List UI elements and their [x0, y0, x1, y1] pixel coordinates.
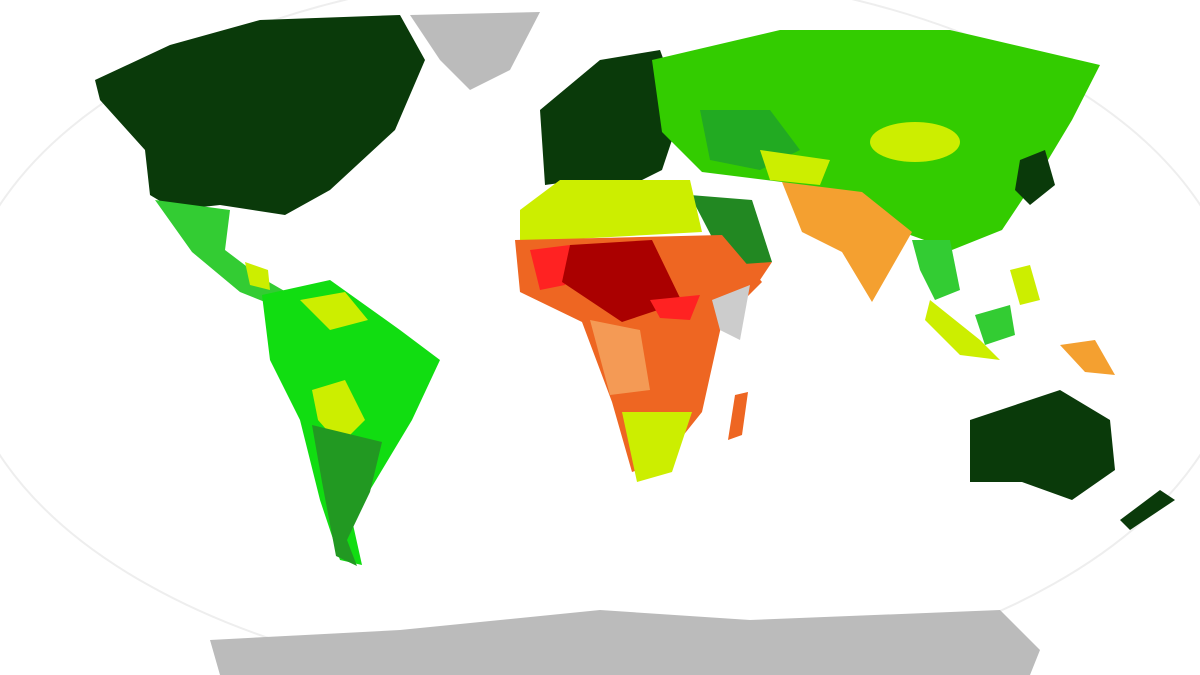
japan — [1015, 150, 1055, 205]
central-africa — [590, 320, 650, 395]
madagascar — [728, 392, 748, 440]
europe — [540, 50, 682, 190]
arabia — [690, 195, 772, 272]
afghanistan — [760, 150, 830, 185]
guianas — [300, 292, 368, 330]
bolivia — [312, 380, 365, 445]
borneo — [975, 305, 1015, 345]
argentina — [312, 425, 382, 566]
indochina — [912, 240, 960, 300]
papua — [1060, 340, 1115, 375]
mongolia — [870, 122, 960, 162]
north-africa — [520, 180, 702, 242]
somalia — [712, 285, 750, 340]
antarctica — [210, 610, 1040, 675]
philippines — [1010, 265, 1040, 305]
greenland — [410, 12, 540, 90]
australia — [970, 390, 1115, 500]
north-america — [95, 15, 425, 215]
mali — [530, 245, 570, 290]
central-america-part — [245, 262, 270, 290]
south-sudan — [650, 295, 700, 320]
sumatra-java — [925, 300, 1000, 360]
southern-africa — [622, 412, 692, 482]
new-zealand — [1120, 490, 1175, 530]
south-asia — [782, 182, 912, 302]
